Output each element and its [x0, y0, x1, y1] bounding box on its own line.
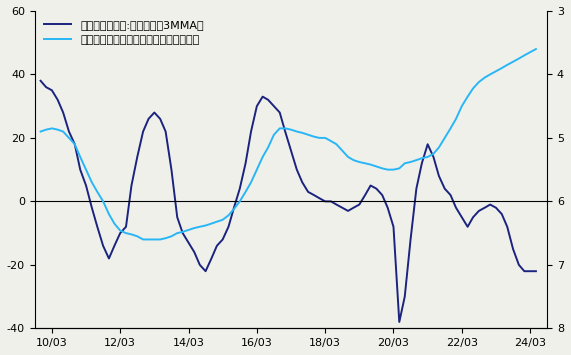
商品房销售面积:累计同比（3MMA）: [504, 225, 510, 229]
商品房销售面积:累计同比（3MMA）: [174, 215, 180, 219]
个人住房贷款加权平均利率（右，逆序）: [49, 126, 55, 131]
个人住房贷款加权平均利率（右，逆序）: [185, 228, 192, 232]
商品房销售面积:累计同比（3MMA）: [396, 320, 403, 324]
商品房销售面积:累计同比（3MMA）: [282, 130, 288, 134]
商品房销售面积:累计同比（3MMA）: [328, 199, 335, 203]
个人住房贷款加权平均利率（右，逆序）: [140, 237, 147, 242]
商品房销售面积:累计同比（3MMA）: [533, 269, 540, 273]
商品房销售面积:累计同比（3MMA）: [49, 88, 55, 92]
Legend: 商品房销售面积:累计同比（3MMA）, 个人住房贷款加权平均利率（右，逆序）: 商品房销售面积:累计同比（3MMA）, 个人住房贷款加权平均利率（右，逆序）: [41, 16, 207, 49]
个人住房贷款加权平均利率（右，逆序）: [288, 127, 295, 132]
Line: 商品房销售面积:累计同比（3MMA）: 商品房销售面积:累计同比（3MMA）: [41, 81, 536, 322]
商品房销售面积:累计同比（3MMA）: [37, 79, 44, 83]
个人住房贷款加权平均利率（右，逆序）: [533, 47, 540, 51]
个人住房贷款加权平均利率（右，逆序）: [504, 63, 510, 67]
商品房销售面积:累计同比（3MMA）: [179, 231, 186, 235]
个人住房贷款加权平均利率（右，逆序）: [37, 130, 44, 134]
Line: 个人住房贷款加权平均利率（右，逆序）: 个人住房贷款加权平均利率（右，逆序）: [41, 49, 536, 240]
个人住房贷款加权平均利率（右，逆序）: [333, 142, 340, 146]
个人住房贷款加权平均利率（右，逆序）: [179, 230, 186, 234]
